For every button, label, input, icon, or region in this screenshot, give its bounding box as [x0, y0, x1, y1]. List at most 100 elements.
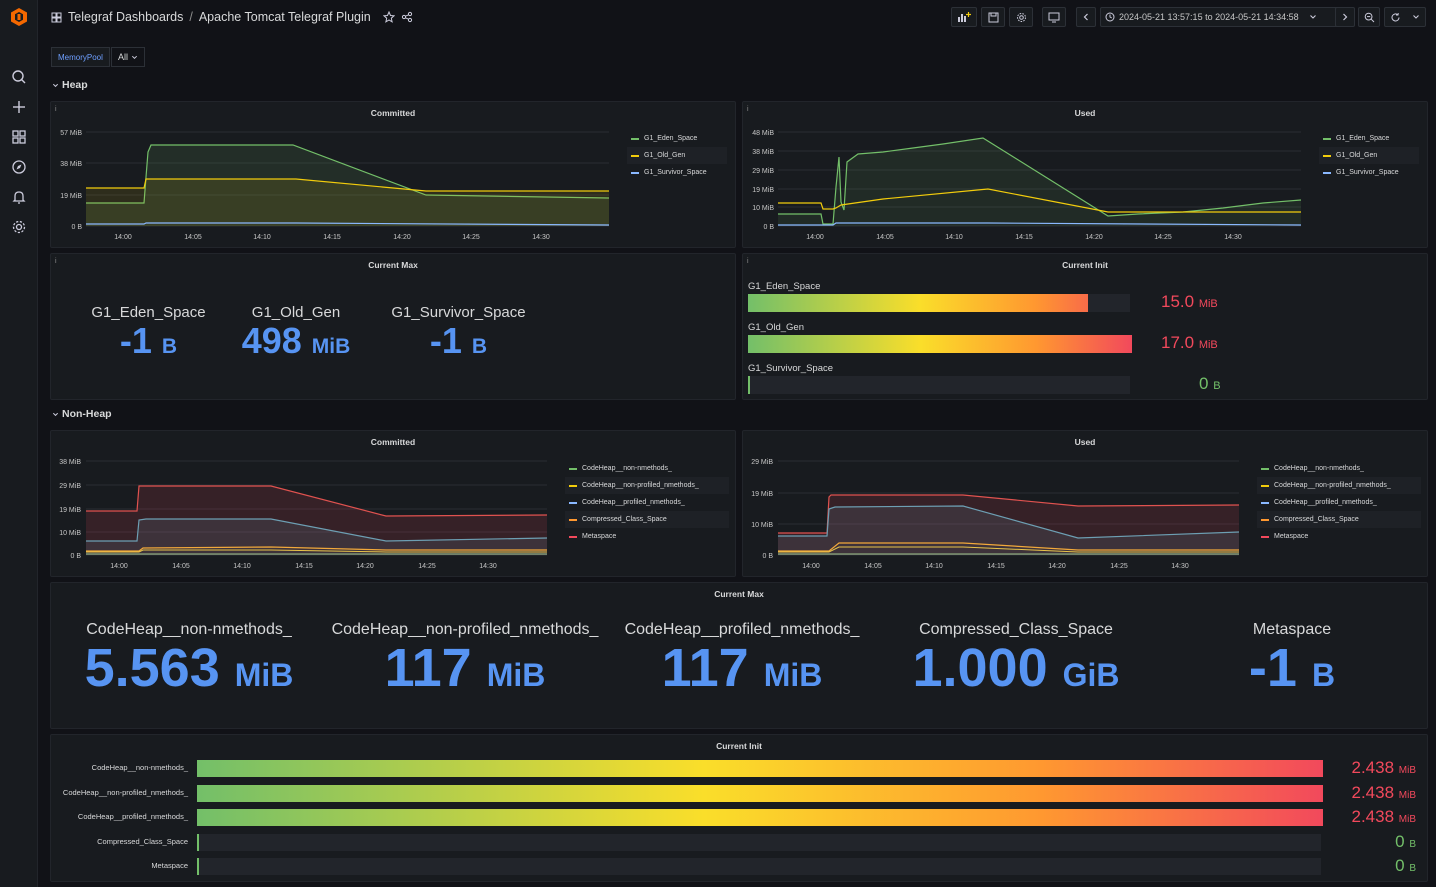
chevron-down-icon [131, 55, 138, 59]
y-tick: 0 B [763, 224, 774, 231]
gear-icon [1016, 12, 1026, 22]
legend-item[interactable]: G1_Eden_Space [1319, 130, 1419, 147]
row-title-nonheap: Non-Heap [62, 408, 112, 420]
legend-item[interactable]: G1_Eden_Space [627, 130, 727, 147]
variable-select-memorypool[interactable]: All [111, 47, 145, 67]
x-tick: 14:30 [479, 563, 497, 570]
legend-item[interactable]: CodeHeap__non-profiled_nmethods_ [1257, 477, 1421, 494]
dashboard-settings-button[interactable] [1009, 7, 1033, 27]
x-tick: 14:10 [233, 563, 251, 570]
y-tick: 38 MiB [752, 149, 774, 156]
bar-label: CodeHeap__non-nmethods_ [91, 763, 188, 772]
share-icon[interactable] [401, 11, 413, 23]
dashboards-icon[interactable] [10, 128, 28, 146]
save-dashboard-button[interactable] [981, 7, 1005, 27]
timeseries-nonheap-used: 29 MiB 19 MiB 10 MiB 0 B 14:00 14:05 14:… [751, 459, 1240, 570]
bar-fill [197, 785, 1323, 802]
y-axis: 57 MiB 38 MiB 19 MiB 0 B [60, 130, 82, 231]
legend-item[interactable]: CodeHeap__non-nmethods_ [565, 460, 729, 477]
legend-item[interactable]: G1_Old_Gen [1319, 147, 1419, 164]
alerting-bell-icon[interactable] [10, 188, 28, 206]
stat-label: CodeHeap__non-nmethods_ [86, 621, 292, 638]
legend-item[interactable]: CodeHeap__profiled_nmethods_ [1257, 494, 1421, 511]
star-icon[interactable] [382, 11, 395, 23]
stat-label: G1_Eden_Space [91, 304, 206, 321]
series-g1-old-gen [778, 188, 1301, 213]
time-shift-back-button[interactable] [1076, 7, 1096, 27]
panel-heap-used[interactable]: i Used 48 MiB 38 MiB 29 MiB 19 MiB 10 Mi… [742, 101, 1428, 248]
time-range-picker[interactable]: 2024-05-21 13:57:15 to 2024-05-21 14:34:… [1100, 7, 1342, 27]
panel-heap-current-max[interactable]: i Current Max G1_Eden_Space -1 B G1_Old_… [50, 253, 736, 400]
y-axis: 48 MiB 38 MiB 29 MiB 19 MiB 10 MiB 0 B [752, 130, 774, 231]
panel-nonheap-current-init[interactable]: Current Init CodeHeap__non-nmethods_ 2.4… [50, 734, 1428, 882]
bar-label: Compressed_Class_Space [97, 837, 188, 846]
legend-item[interactable]: Compressed_Class_Space [565, 511, 729, 528]
row-nonheap[interactable]: Non-Heap [52, 408, 112, 420]
legend-item[interactable]: CodeHeap__profiled_nmethods_ [565, 494, 729, 511]
stat-unit: MiB [311, 335, 351, 358]
plus-icon[interactable] [10, 98, 28, 116]
panel-nonheap-used[interactable]: Used 29 MiB 19 MiB 10 MiB 0 B 14:00 14:0… [742, 430, 1428, 577]
legend-item[interactable]: G1_Survivor_Space [1319, 164, 1419, 181]
y-tick: 10 MiB [751, 522, 773, 529]
panel-title: Committed [370, 437, 416, 447]
explore-compass-icon[interactable] [10, 158, 28, 176]
info-icon[interactable]: i [55, 106, 57, 113]
stat-g1-eden-space: G1_Eden_Space -1 B [66, 304, 231, 367]
y-tick: 19 MiB [59, 507, 81, 514]
legend: CodeHeap__non-nmethods_ CodeHeap__non-pr… [565, 460, 729, 545]
x-tick: 14:15 [1015, 234, 1033, 241]
y-axis: 29 MiB 19 MiB 10 MiB 0 B [751, 459, 773, 560]
info-icon[interactable]: i [55, 258, 57, 265]
x-tick: 14:00 [802, 563, 820, 570]
panel-heap-current-init[interactable]: i Current Init G1_Eden_Space 15.0 MiB G1… [742, 253, 1428, 400]
y-tick: 48 MiB [752, 130, 774, 137]
stat-label: G1_Old_Gen [251, 304, 341, 321]
zoom-out-button[interactable] [1358, 7, 1380, 27]
bar-label: CodeHeap__non-profiled_nmethods_ [62, 788, 188, 797]
refresh-button[interactable] [1384, 7, 1426, 27]
dashboard-title[interactable]: Apache Tomcat Telegraf Plugin [198, 10, 371, 24]
grafana-logo-icon[interactable] [9, 7, 29, 27]
x-tick: 14:05 [876, 234, 894, 241]
panel-nonheap-committed[interactable]: Committed 38 MiB 29 MiB 19 MiB 10 MiB 0 … [50, 430, 736, 577]
stat-unit: B [161, 335, 178, 358]
legend-item[interactable]: Metaspace [565, 528, 729, 545]
bar-fill [748, 294, 1088, 312]
breadcrumb-folder[interactable]: Telegraf Dashboards [68, 10, 184, 24]
y-tick: 19 MiB [752, 187, 774, 194]
breadcrumb: Telegraf Dashboards / Apache Tomcat Tele… [51, 10, 413, 24]
y-tick: 57 MiB [60, 130, 82, 137]
legend-item[interactable]: G1_Old_Gen [627, 147, 727, 164]
info-icon[interactable]: i [747, 258, 749, 265]
bar-gauge [748, 294, 1130, 312]
row-heap[interactable]: Heap [52, 79, 88, 91]
legend-item[interactable]: Metaspace [1257, 528, 1421, 545]
legend: G1_Eden_Space G1_Old_Gen G1_Survivor_Spa… [1319, 130, 1419, 181]
stat-value: 1.000 [912, 638, 1048, 698]
bar-fill [197, 834, 199, 851]
stat-metaspace: Metaspace -1 B [1231, 621, 1353, 704]
add-panel-button[interactable] [951, 7, 977, 27]
info-icon[interactable]: i [747, 106, 749, 113]
stat-unit: MiB [763, 657, 823, 693]
legend-item[interactable]: CodeHeap__non-profiled_nmethods_ [565, 477, 729, 494]
panel-heap-committed[interactable]: i Committed 57 MiB 38 MiB 19 MiB 0 B 14:… [50, 101, 736, 248]
x-tick: 14:05 [172, 563, 190, 570]
x-tick: 14:20 [1048, 563, 1066, 570]
stat-codeheap-non-profiled-nmethods: CodeHeap__non-profiled_nmethods_ 117 MiB [327, 621, 603, 704]
panel-nonheap-current-max[interactable]: Current Max CodeHeap__non-nmethods_ 5.56… [50, 582, 1428, 729]
y-tick: 10 MiB [59, 530, 81, 537]
chevron-left-icon [1083, 13, 1088, 21]
cycle-view-mode-button[interactable] [1042, 7, 1066, 27]
legend-item[interactable]: Compressed_Class_Space [1257, 511, 1421, 528]
series-codeheap-profiled [778, 505, 1240, 539]
series-g1-survivor-space [86, 222, 610, 226]
legend-item[interactable]: CodeHeap__non-nmethods_ [1257, 460, 1421, 477]
time-shift-forward-button[interactable] [1335, 7, 1355, 27]
settings-gear-icon[interactable] [10, 218, 28, 236]
search-icon[interactable] [10, 68, 28, 86]
legend-item[interactable]: G1_Survivor_Space [627, 164, 727, 181]
timeseries-nonheap-committed: 38 MiB 29 MiB 19 MiB 10 MiB 0 B 14:00 14… [59, 459, 548, 570]
stat-label: Metaspace [1252, 621, 1332, 638]
